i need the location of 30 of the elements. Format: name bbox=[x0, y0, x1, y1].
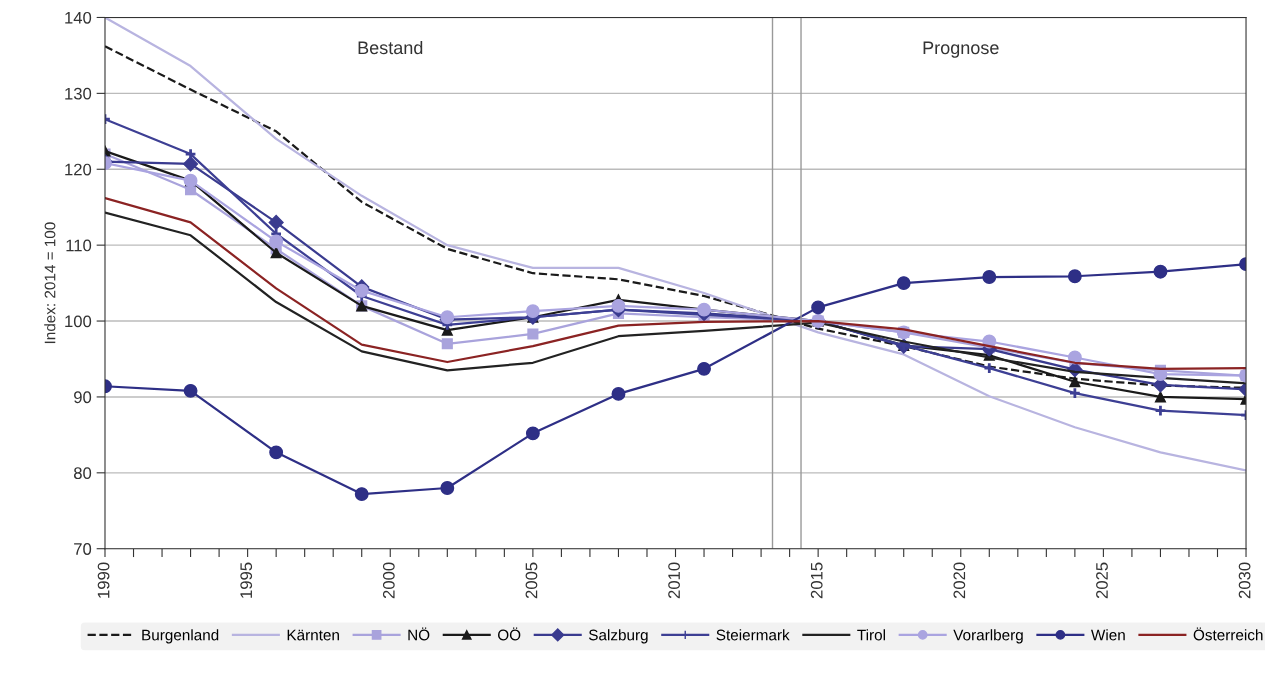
y-tick-label: 110 bbox=[66, 239, 92, 252]
y-tick-label: 90 bbox=[74, 391, 92, 404]
legend-label: Vorarlberg bbox=[953, 629, 1023, 644]
x-tick-label: 2000 bbox=[382, 562, 395, 599]
legend-label: Tirol bbox=[857, 629, 885, 641]
legend-label: Burgenland bbox=[142, 629, 219, 644]
y-tick-label: 120 bbox=[65, 163, 92, 176]
x-tick-label: 2025 bbox=[1096, 562, 1108, 599]
x-tick-label: 2005 bbox=[525, 562, 538, 599]
x-tick-label: 2015 bbox=[810, 562, 823, 599]
legend-label: NÖ bbox=[408, 627, 430, 641]
y-tick-label: 100 bbox=[65, 315, 92, 328]
legend-label: Kärnten bbox=[287, 629, 339, 641]
annotation: Bestand bbox=[358, 40, 423, 55]
x-tick-label: 2010 bbox=[668, 562, 680, 599]
legend-label: Salzburg bbox=[588, 629, 648, 644]
y-axis-title: Index: 2014 = 100 bbox=[44, 222, 56, 344]
x-tick-label: 1990 bbox=[97, 562, 110, 598]
y-tick-label: 70 bbox=[74, 543, 92, 555]
legend-label: OÖ bbox=[498, 627, 521, 641]
x-tick-label: 2030 bbox=[1238, 562, 1251, 599]
annotation: Prognose bbox=[923, 41, 999, 58]
y-tick-label: 130 bbox=[65, 87, 92, 100]
x-tick-label: 1995 bbox=[240, 562, 253, 598]
legend-label: Österreich bbox=[1193, 627, 1263, 641]
y-tick-label: 140 bbox=[65, 11, 92, 24]
legend-label: Steiermark bbox=[716, 629, 790, 641]
legend-label: Wien bbox=[1091, 629, 1125, 641]
x-tick-label: 2020 bbox=[953, 562, 966, 599]
y-tick-label: 80 bbox=[73, 467, 92, 480]
